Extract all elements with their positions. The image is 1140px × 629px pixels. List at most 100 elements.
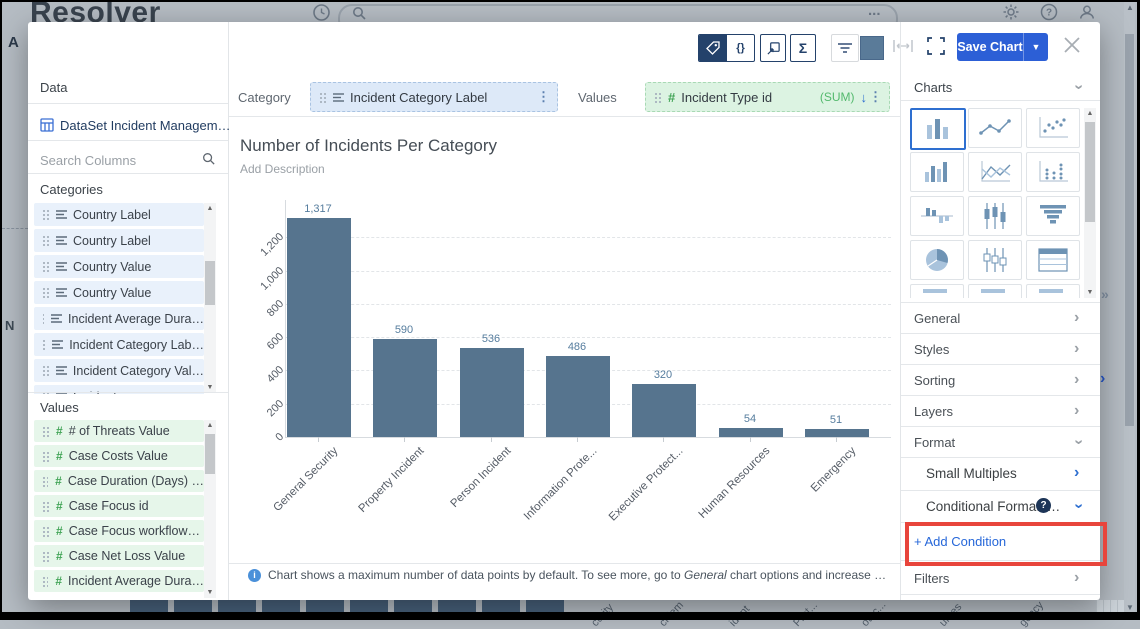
chevron-down-icon[interactable]: › — [1070, 503, 1088, 509]
bar[interactable] — [805, 429, 869, 437]
chevron-right-icon[interactable]: › — [1074, 340, 1080, 357]
section-format[interactable]: Format — [914, 435, 956, 450]
bar[interactable] — [287, 218, 351, 437]
gear-icon[interactable] — [1002, 3, 1020, 26]
drag-handle-icon[interactable] — [319, 91, 326, 103]
section-styles[interactable]: Styles — [914, 342, 950, 357]
drag-handle-icon[interactable] — [42, 475, 49, 487]
filter-sort-button[interactable] — [831, 34, 859, 62]
save-chart-button[interactable]: Save Chart — [957, 33, 1023, 61]
section-layers[interactable]: Layers — [914, 404, 954, 419]
bar[interactable] — [632, 384, 696, 437]
fullscreen-icon[interactable] — [926, 36, 946, 61]
help-icon[interactable]: ? — [1040, 3, 1058, 26]
value-column-item[interactable]: # Case Focus id — [34, 495, 204, 517]
kebab-menu-icon[interactable]: ⋮ — [869, 89, 882, 104]
drag-handle-icon[interactable] — [42, 287, 49, 298]
chart-types-scrollbar[interactable]: ▲ ▼ — [1084, 108, 1096, 298]
chart-title[interactable]: Number of Incidents Per Category — [240, 136, 498, 155]
bar[interactable] — [460, 348, 524, 437]
kebab-menu-icon[interactable]: ⋮ — [537, 89, 550, 104]
value-column-item[interactable]: # Case Focus workflow… — [34, 520, 204, 542]
drag-handle-icon[interactable] — [42, 365, 49, 376]
chart-type-area[interactable] — [1026, 284, 1080, 298]
drag-handle-icon[interactable] — [42, 425, 49, 437]
value-column-item[interactable]: # Case Net Loss Value — [34, 545, 204, 567]
section-sorting[interactable]: Sorting — [914, 373, 956, 388]
chevron-right-icon[interactable]: › — [1074, 464, 1080, 481]
value-column-item[interactable]: # Case Costs Value — [34, 445, 204, 467]
chart-type-line[interactable] — [968, 108, 1022, 148]
chart-type-grouped-column[interactable] — [910, 152, 964, 192]
sum-button[interactable]: Σ — [790, 34, 816, 62]
drag-handle-icon[interactable] — [42, 550, 49, 562]
drag-handle-icon[interactable] — [42, 500, 49, 512]
drag-handle-icon[interactable] — [42, 235, 49, 246]
value-column-item[interactable]: # Incident Average Dura… — [34, 570, 204, 592]
tag-icon[interactable] — [699, 35, 727, 61]
user-icon[interactable] — [1078, 3, 1096, 26]
category-pill[interactable]: Incident Category Label ⋮ — [310, 82, 558, 112]
chart-type-pie[interactable] — [910, 240, 964, 280]
bar[interactable] — [546, 356, 610, 437]
chevron-right-icon[interactable]: › — [1074, 569, 1080, 586]
collapse-panel-chevrons[interactable]: » — [1101, 286, 1109, 302]
chart-type-stacked-bar[interactable] — [968, 284, 1022, 298]
drag-handle-icon[interactable] — [42, 575, 49, 587]
drag-handle-icon[interactable] — [42, 450, 49, 462]
category-column-item[interactable]: Country Label — [34, 229, 204, 252]
expand-panel-chevron[interactable]: › — [1100, 370, 1106, 387]
chart-type-horizontal-bar[interactable] — [910, 284, 964, 298]
add-condition-link[interactable]: + Add Condition — [914, 534, 1007, 549]
chevron-down-icon[interactable]: › — [1070, 439, 1088, 445]
category-column-item[interactable]: Incident Category Val… — [34, 359, 204, 382]
bar[interactable] — [719, 428, 783, 437]
drag-handle-icon[interactable] — [654, 91, 661, 103]
chart-type-box-plot[interactable] — [968, 240, 1022, 280]
format-small-multiples[interactable]: Small Multiples — [926, 466, 1017, 481]
categories-scrollbar[interactable]: ▲ ▼ — [204, 203, 216, 393]
category-column-item[interactable]: Incident Average Dura… — [34, 307, 204, 330]
page-scrollbar-thumb[interactable] — [1125, 34, 1134, 426]
scroll-down-arrow[interactable]: ▼ — [1126, 603, 1134, 612]
chart-type-funnel[interactable] — [1026, 196, 1080, 236]
section-general[interactable]: General — [914, 311, 961, 326]
chevron-down-icon[interactable]: › — [1070, 84, 1088, 90]
value-column-item[interactable]: # Case Duration (Days) … — [34, 470, 204, 492]
value-column-item[interactable]: # # of Threats Value — [34, 420, 204, 442]
chart-type-candlestick[interactable] — [968, 196, 1022, 236]
search-columns-input[interactable]: Search Columns — [40, 153, 137, 168]
bar[interactable] — [373, 339, 437, 437]
scroll-up-arrow[interactable]: ▲ — [1126, 3, 1134, 12]
chart-type-scatter[interactable] — [1026, 108, 1080, 148]
chevron-right-icon[interactable]: › — [1074, 371, 1080, 388]
color-swatch[interactable] — [860, 36, 884, 60]
chart-type-dot-column[interactable] — [1026, 152, 1080, 192]
category-column-item[interactable]: Incident Category Lab… — [34, 333, 204, 356]
drag-handle-icon[interactable] — [42, 209, 49, 220]
drag-handle-icon[interactable] — [42, 313, 45, 324]
category-column-item[interactable]: Country Value — [34, 255, 204, 278]
dataset-name[interactable]: DataSet Incident Managem… — [60, 118, 231, 133]
sort-descending-icon[interactable]: ↓ — [860, 89, 868, 105]
values-scrollbar[interactable]: ▲ ▼ — [204, 420, 216, 598]
braces-icon[interactable]: {} — [736, 42, 745, 54]
chart-type-column[interactable] — [910, 108, 966, 150]
category-column-item[interactable]: Country Value — [34, 281, 204, 304]
section-filters[interactable]: Filters — [914, 571, 950, 586]
drag-handle-icon[interactable] — [42, 525, 49, 537]
aggregation-label[interactable]: (SUM) — [819, 90, 855, 104]
save-chart-dropdown[interactable]: ▼ — [1023, 33, 1048, 61]
chevron-right-icon[interactable]: › — [1074, 309, 1080, 326]
clock-icon[interactable] — [312, 3, 331, 27]
chart-description-placeholder[interactable]: Add Description — [240, 162, 325, 176]
values-pill[interactable]: # Incident Type id (SUM) ↓ ⋮ — [645, 82, 890, 112]
chart-type-diverging-column[interactable] — [910, 196, 964, 236]
chart-type-table[interactable] — [1026, 240, 1080, 280]
drag-handle-icon[interactable] — [42, 261, 49, 272]
close-icon[interactable] — [1063, 36, 1081, 59]
format-conditional-formatting[interactable]: Conditional Formatti… — [926, 499, 1061, 514]
chevron-right-icon[interactable]: › — [1074, 402, 1080, 419]
drag-handle-icon[interactable] — [42, 339, 46, 350]
chart-type-multi-line[interactable] — [968, 152, 1022, 192]
